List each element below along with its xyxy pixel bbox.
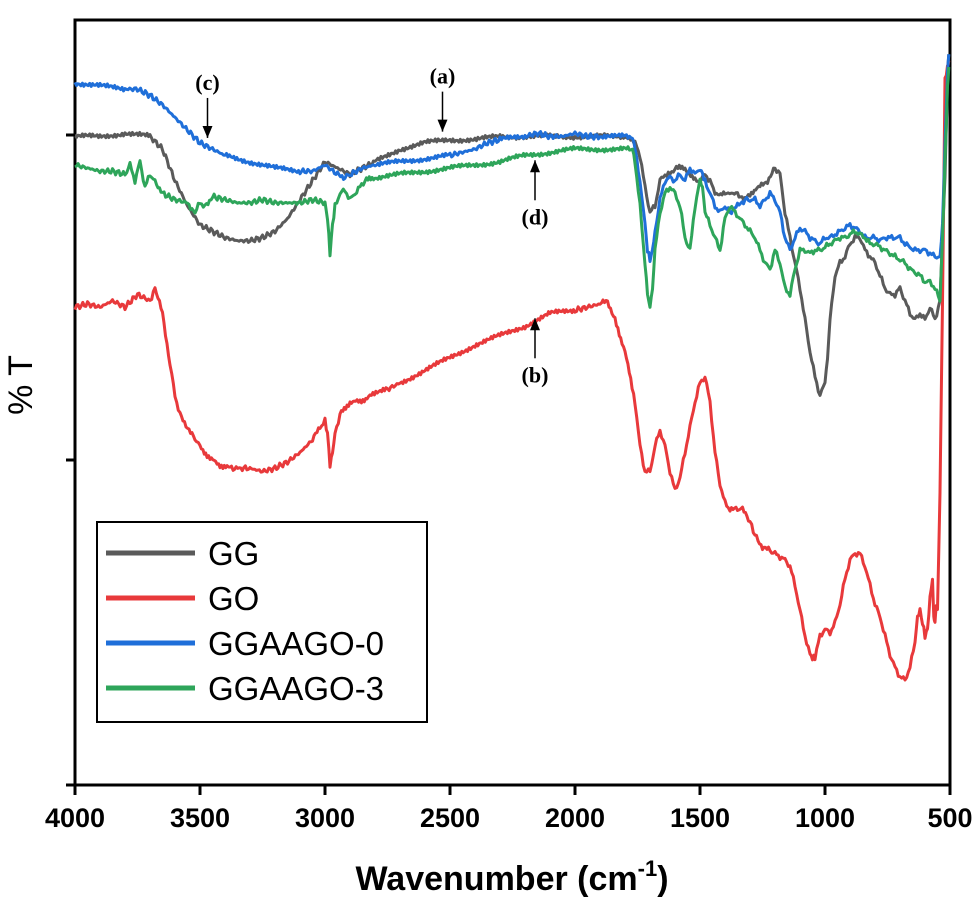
- annotation-label: (a): [430, 64, 456, 89]
- series-line-ggaago-0: [73, 54, 951, 263]
- plot-area: (a) (b) (c) (d): [73, 18, 952, 787]
- annotation-layer: (a) (b) (c) (d): [195, 64, 548, 388]
- legend-item-ggaago-3: GGAAGO-3: [106, 670, 384, 707]
- x-axis: 4000 3500 3000 2500 2000 1500 1000 500: [45, 785, 973, 833]
- annotation-b: (b): [522, 318, 549, 387]
- legend-label: GO: [208, 580, 259, 617]
- x-tick-label: 3500: [170, 803, 230, 833]
- annotation-arrow-head: [202, 125, 213, 138]
- x-tick-label: 1500: [670, 803, 730, 833]
- annotation-c: (c): [195, 70, 220, 138]
- x-tick-label: 4000: [45, 803, 105, 833]
- x-tick-label: 1000: [795, 803, 855, 833]
- annotation-label: (d): [522, 204, 549, 229]
- series-layer: [73, 54, 951, 682]
- legend-label: GGAAGO-3: [208, 670, 384, 707]
- x-axis-title: Wavenumber (cm-1): [355, 856, 668, 898]
- legend-item-gg: GG: [106, 535, 259, 572]
- annotation-a: (a): [430, 64, 456, 132]
- x-tick-label: 2000: [545, 803, 605, 833]
- series-line-ggaago-3: [74, 66, 951, 309]
- series-line-go: [73, 60, 951, 682]
- legend-label: GG: [208, 535, 259, 572]
- x-tick-label: 500: [927, 803, 972, 833]
- legend-label: GGAAGO-0: [208, 625, 384, 662]
- annotation-d: (d): [522, 160, 549, 229]
- series-line-gg: [73, 54, 951, 397]
- y-axis: [66, 133, 75, 787]
- annotation-arrow-head: [530, 160, 540, 173]
- legend-items: GG GO GGAAGO-0 GGAAGO-3: [106, 535, 384, 707]
- plot-frame: [73, 18, 952, 787]
- y-axis-title: % T: [2, 355, 40, 415]
- annotation-label: (b): [522, 362, 549, 387]
- legend-item-ggaago-0: GGAAGO-0: [106, 625, 384, 662]
- annotation-arrow-head: [530, 318, 540, 331]
- legend-item-go: GO: [106, 580, 259, 617]
- annotation-arrow-head: [437, 119, 448, 132]
- x-tick-label: 3000: [295, 803, 355, 833]
- annotation-label: (c): [195, 70, 219, 95]
- x-tick-label: 2500: [420, 803, 480, 833]
- legend: GG GO GGAAGO-0 GGAAGO-3: [96, 521, 428, 723]
